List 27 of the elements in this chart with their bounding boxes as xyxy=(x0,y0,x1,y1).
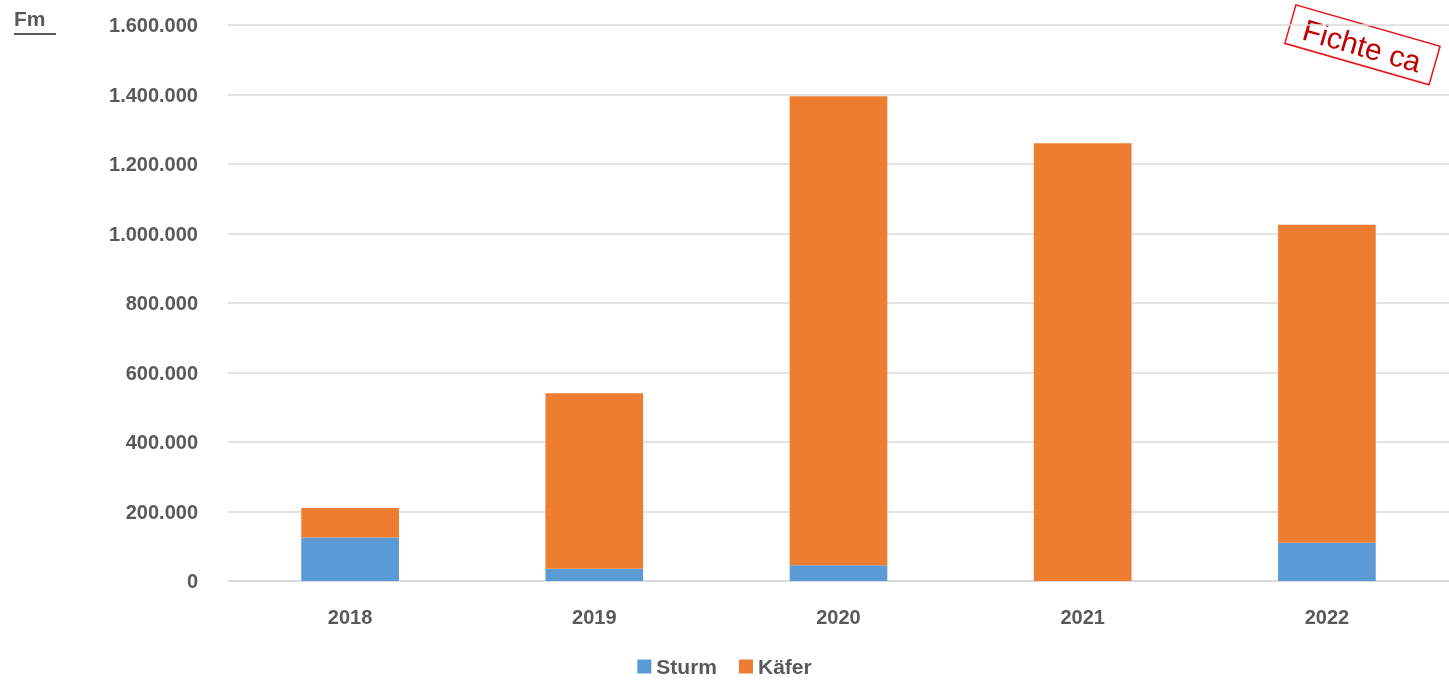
bar xyxy=(545,393,644,569)
y-tick-label: 1.000.000 xyxy=(109,222,198,245)
legend-label: Sturm xyxy=(656,655,718,678)
x-tick-label: 2020 xyxy=(816,606,861,628)
bar xyxy=(1278,224,1376,543)
x-tick-label: 2018 xyxy=(327,606,373,628)
y-tick-label: 400.000 xyxy=(125,431,198,453)
y-tick-label: 200.000 xyxy=(125,500,198,523)
x-tick-label: 2022 xyxy=(1304,606,1350,628)
bar xyxy=(1033,143,1132,581)
y-tick-label: 1.400.000 xyxy=(109,83,198,106)
bar xyxy=(545,568,644,581)
y-tick-label: 0 xyxy=(186,570,198,592)
legend-label: Käfer xyxy=(757,655,812,678)
y-tick-label: 1.600.000 xyxy=(109,14,198,36)
bar xyxy=(789,565,888,581)
y-tick-label: 600.000 xyxy=(125,361,198,384)
annotation: Fichte ca xyxy=(1299,13,1426,79)
x-tick-label: 2019 xyxy=(572,606,617,628)
bar xyxy=(301,537,399,581)
x-tick-label: 2021 xyxy=(1060,606,1105,628)
y-tick-label: 800.000 xyxy=(125,292,198,314)
y-axis-title: Fm xyxy=(14,7,46,30)
bar xyxy=(789,96,888,566)
bar xyxy=(301,508,399,538)
y-tick-label: 1.200.000 xyxy=(109,153,198,175)
bar xyxy=(1278,542,1376,581)
